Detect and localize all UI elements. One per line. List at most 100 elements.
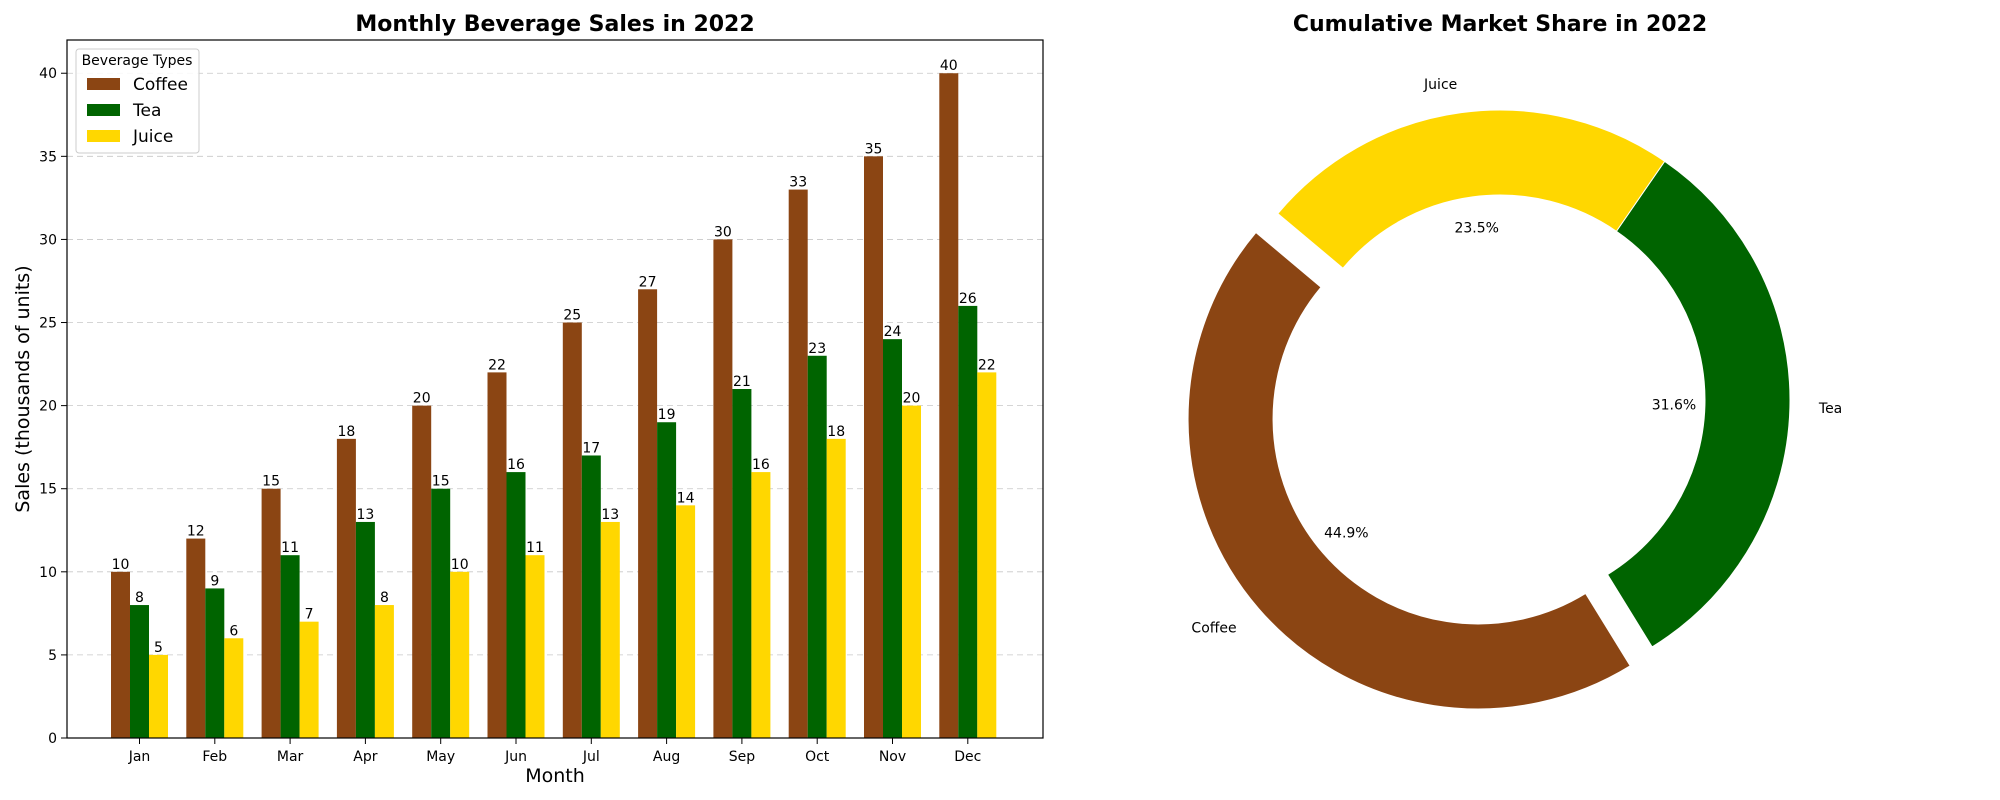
bar-tea	[205, 588, 225, 738]
donut-slice-tea	[1606, 160, 1791, 648]
bar-value-label: 25	[563, 308, 581, 324]
bar-coffee	[939, 73, 959, 738]
bar-value-label: 17	[582, 440, 600, 456]
x-tick-label: Mar	[277, 749, 304, 765]
y-tick-label: 30	[39, 232, 57, 248]
bar-value-label: 13	[601, 507, 619, 523]
slice-label-tea: Tea	[1818, 401, 1842, 417]
bar-value-label: 8	[135, 590, 144, 606]
y-tick-label: 0	[48, 731, 57, 747]
bar-value-label: 22	[978, 357, 996, 373]
bar-value-label: 5	[154, 640, 163, 656]
bar-value-label: 19	[658, 407, 676, 423]
bar-coffee	[638, 289, 658, 738]
bar-juice	[149, 654, 168, 738]
legend-label-tea: Tea	[132, 101, 161, 121]
bar-coffee	[864, 156, 883, 739]
donut-chart: Cumulative Market Share in 2022 Coffee 44…	[1187, 12, 1842, 710]
bar-value-label: 22	[488, 357, 506, 373]
bar-chart-title: Monthly Beverage Sales in 2022	[355, 12, 754, 37]
bar-value-label: 10	[112, 557, 130, 573]
bar-tea	[130, 605, 149, 738]
x-tick-label: May	[426, 749, 455, 765]
bar-tea	[506, 472, 526, 738]
bar-coffee	[186, 538, 206, 738]
bar-tea	[581, 455, 601, 738]
donut-labels: Coffee 44.9% Tea 31.6% Juice 23.5%	[1191, 77, 1842, 637]
bar-juice	[450, 571, 470, 738]
bar-tea	[431, 488, 451, 738]
y-tick-label: 40	[39, 66, 57, 82]
y-axis-label: Sales (thousands of units)	[12, 265, 34, 512]
legend-swatch-juice	[87, 130, 120, 142]
bar-value-label: 30	[714, 224, 732, 240]
x-tick-label: Jan	[128, 749, 151, 765]
bar-value-label: 16	[752, 457, 770, 473]
y-tick-label: 15	[39, 482, 57, 498]
bar-juice	[751, 472, 771, 738]
x-tick-label: Feb	[202, 749, 227, 765]
bar-tea	[657, 422, 677, 738]
x-tick-label: Apr	[353, 749, 377, 765]
x-tick-label: Sep	[729, 749, 756, 765]
y-tick-label: 20	[39, 399, 57, 415]
x-tick-label: Oct	[805, 749, 830, 765]
x-tick-label: Nov	[879, 749, 906, 765]
bar-value-label: 24	[884, 324, 902, 340]
slice-percent-juice: 23.5%	[1454, 221, 1498, 237]
bar-tea	[883, 339, 902, 738]
donut-slice-coffee	[1187, 231, 1631, 710]
bar-coffee	[713, 239, 733, 738]
bar-juice	[600, 521, 620, 738]
bar-tea	[280, 555, 300, 738]
bar-value-label: 11	[526, 540, 544, 556]
bar-value-label: 7	[305, 607, 314, 623]
bar-tea	[958, 305, 978, 738]
bar-value-label: 15	[262, 474, 280, 490]
bar-juice	[525, 555, 545, 738]
bar-coffee	[111, 571, 130, 738]
x-axis-label: Month	[525, 765, 585, 787]
x-tick-label: Dec	[954, 749, 981, 765]
legend-label-coffee: Coffee	[133, 75, 188, 95]
legend-entries: Coffee Tea Juice	[87, 75, 188, 147]
bar-value-label: 33	[789, 175, 807, 191]
y-tick-label: 35	[39, 149, 57, 165]
y-tick-label: 25	[39, 316, 57, 332]
bar-value-label: 26	[959, 291, 977, 307]
bar-juice	[826, 438, 846, 738]
bar-tea	[355, 521, 375, 738]
bar-juice	[676, 505, 696, 738]
bar-value-label: 21	[733, 374, 751, 390]
x-tick-label: Jul	[582, 749, 600, 765]
bar-chart-bars	[111, 73, 997, 739]
legend-label-juice: Juice	[132, 127, 173, 147]
bar-value-label: 40	[940, 58, 958, 74]
bar-juice	[902, 405, 921, 738]
bar-value-label: 16	[507, 457, 525, 473]
bar-juice	[299, 621, 319, 738]
bar-coffee	[412, 405, 432, 738]
legend-box	[75, 48, 200, 154]
x-tick-label: Aug	[653, 749, 680, 765]
bar-value-label: 18	[337, 424, 355, 440]
bar-value-label: 11	[281, 540, 299, 556]
legend-title: Beverage Types	[82, 53, 193, 69]
donut-slices	[1187, 109, 1791, 710]
bar-value-label: 20	[903, 391, 921, 407]
bar-value-label: 13	[356, 507, 374, 523]
slice-percent-coffee: 44.9%	[1324, 526, 1368, 542]
bar-value-label: 18	[827, 424, 845, 440]
slice-label-coffee: Coffee	[1191, 620, 1236, 636]
bar-juice	[374, 605, 394, 738]
bar-value-label: 27	[639, 274, 657, 290]
bar-tea	[732, 389, 752, 738]
bar-value-label: 10	[451, 557, 469, 573]
donut-slice-juice	[1277, 109, 1666, 269]
bar-chart-axes-frame	[66, 39, 1044, 739]
bar-chart-value-labels: 10 8 5 12 9 6 15 11 7 18 13 8 20 15 10 22 16 11 25 17 13 27 19…	[112, 58, 996, 656]
y-axis-ticks: 0 5 10 15 20 25 30 35 40	[39, 66, 67, 747]
bar-value-label: 9	[210, 573, 219, 589]
legend-swatch-coffee	[87, 78, 120, 90]
